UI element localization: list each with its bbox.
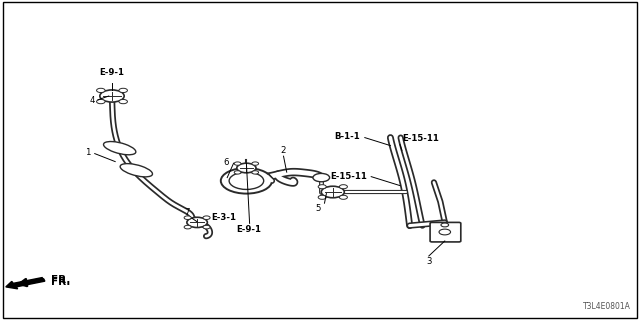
Circle shape (439, 229, 451, 235)
Text: E-15-11: E-15-11 (330, 172, 367, 180)
Circle shape (252, 162, 259, 165)
Text: FR.: FR. (51, 277, 70, 287)
Circle shape (339, 195, 348, 199)
Circle shape (187, 217, 207, 228)
Text: E-9-1: E-9-1 (236, 225, 261, 234)
Ellipse shape (104, 141, 136, 155)
Circle shape (321, 186, 344, 198)
Circle shape (119, 88, 127, 92)
Circle shape (252, 171, 259, 174)
FancyBboxPatch shape (430, 222, 461, 242)
Circle shape (441, 223, 449, 227)
FancyArrow shape (6, 277, 45, 289)
Text: 3: 3 (426, 257, 431, 266)
Text: 1: 1 (85, 148, 91, 157)
Circle shape (229, 172, 264, 189)
Circle shape (203, 216, 210, 220)
Circle shape (184, 225, 191, 229)
Text: FR.: FR. (51, 275, 70, 285)
Circle shape (119, 100, 127, 104)
Circle shape (184, 216, 191, 220)
Circle shape (234, 162, 241, 165)
Circle shape (339, 185, 348, 189)
Text: 6: 6 (223, 158, 229, 167)
Circle shape (313, 173, 330, 182)
Text: 5: 5 (316, 204, 321, 213)
Text: T3L4E0801A: T3L4E0801A (582, 302, 630, 311)
Ellipse shape (120, 164, 152, 177)
Circle shape (318, 195, 326, 199)
Circle shape (97, 88, 105, 92)
Circle shape (234, 171, 241, 174)
Circle shape (221, 168, 272, 194)
Text: 7: 7 (184, 208, 190, 217)
Text: E-15-11: E-15-11 (402, 134, 439, 143)
Text: E-9-1: E-9-1 (99, 68, 125, 77)
Circle shape (100, 90, 124, 102)
Text: 2: 2 (281, 146, 286, 155)
Circle shape (237, 163, 256, 173)
Text: E-3-1: E-3-1 (211, 213, 236, 222)
Text: 4: 4 (89, 96, 95, 105)
Circle shape (203, 225, 210, 229)
Circle shape (318, 185, 326, 189)
Text: B-1-1: B-1-1 (334, 132, 360, 141)
Circle shape (97, 100, 105, 104)
